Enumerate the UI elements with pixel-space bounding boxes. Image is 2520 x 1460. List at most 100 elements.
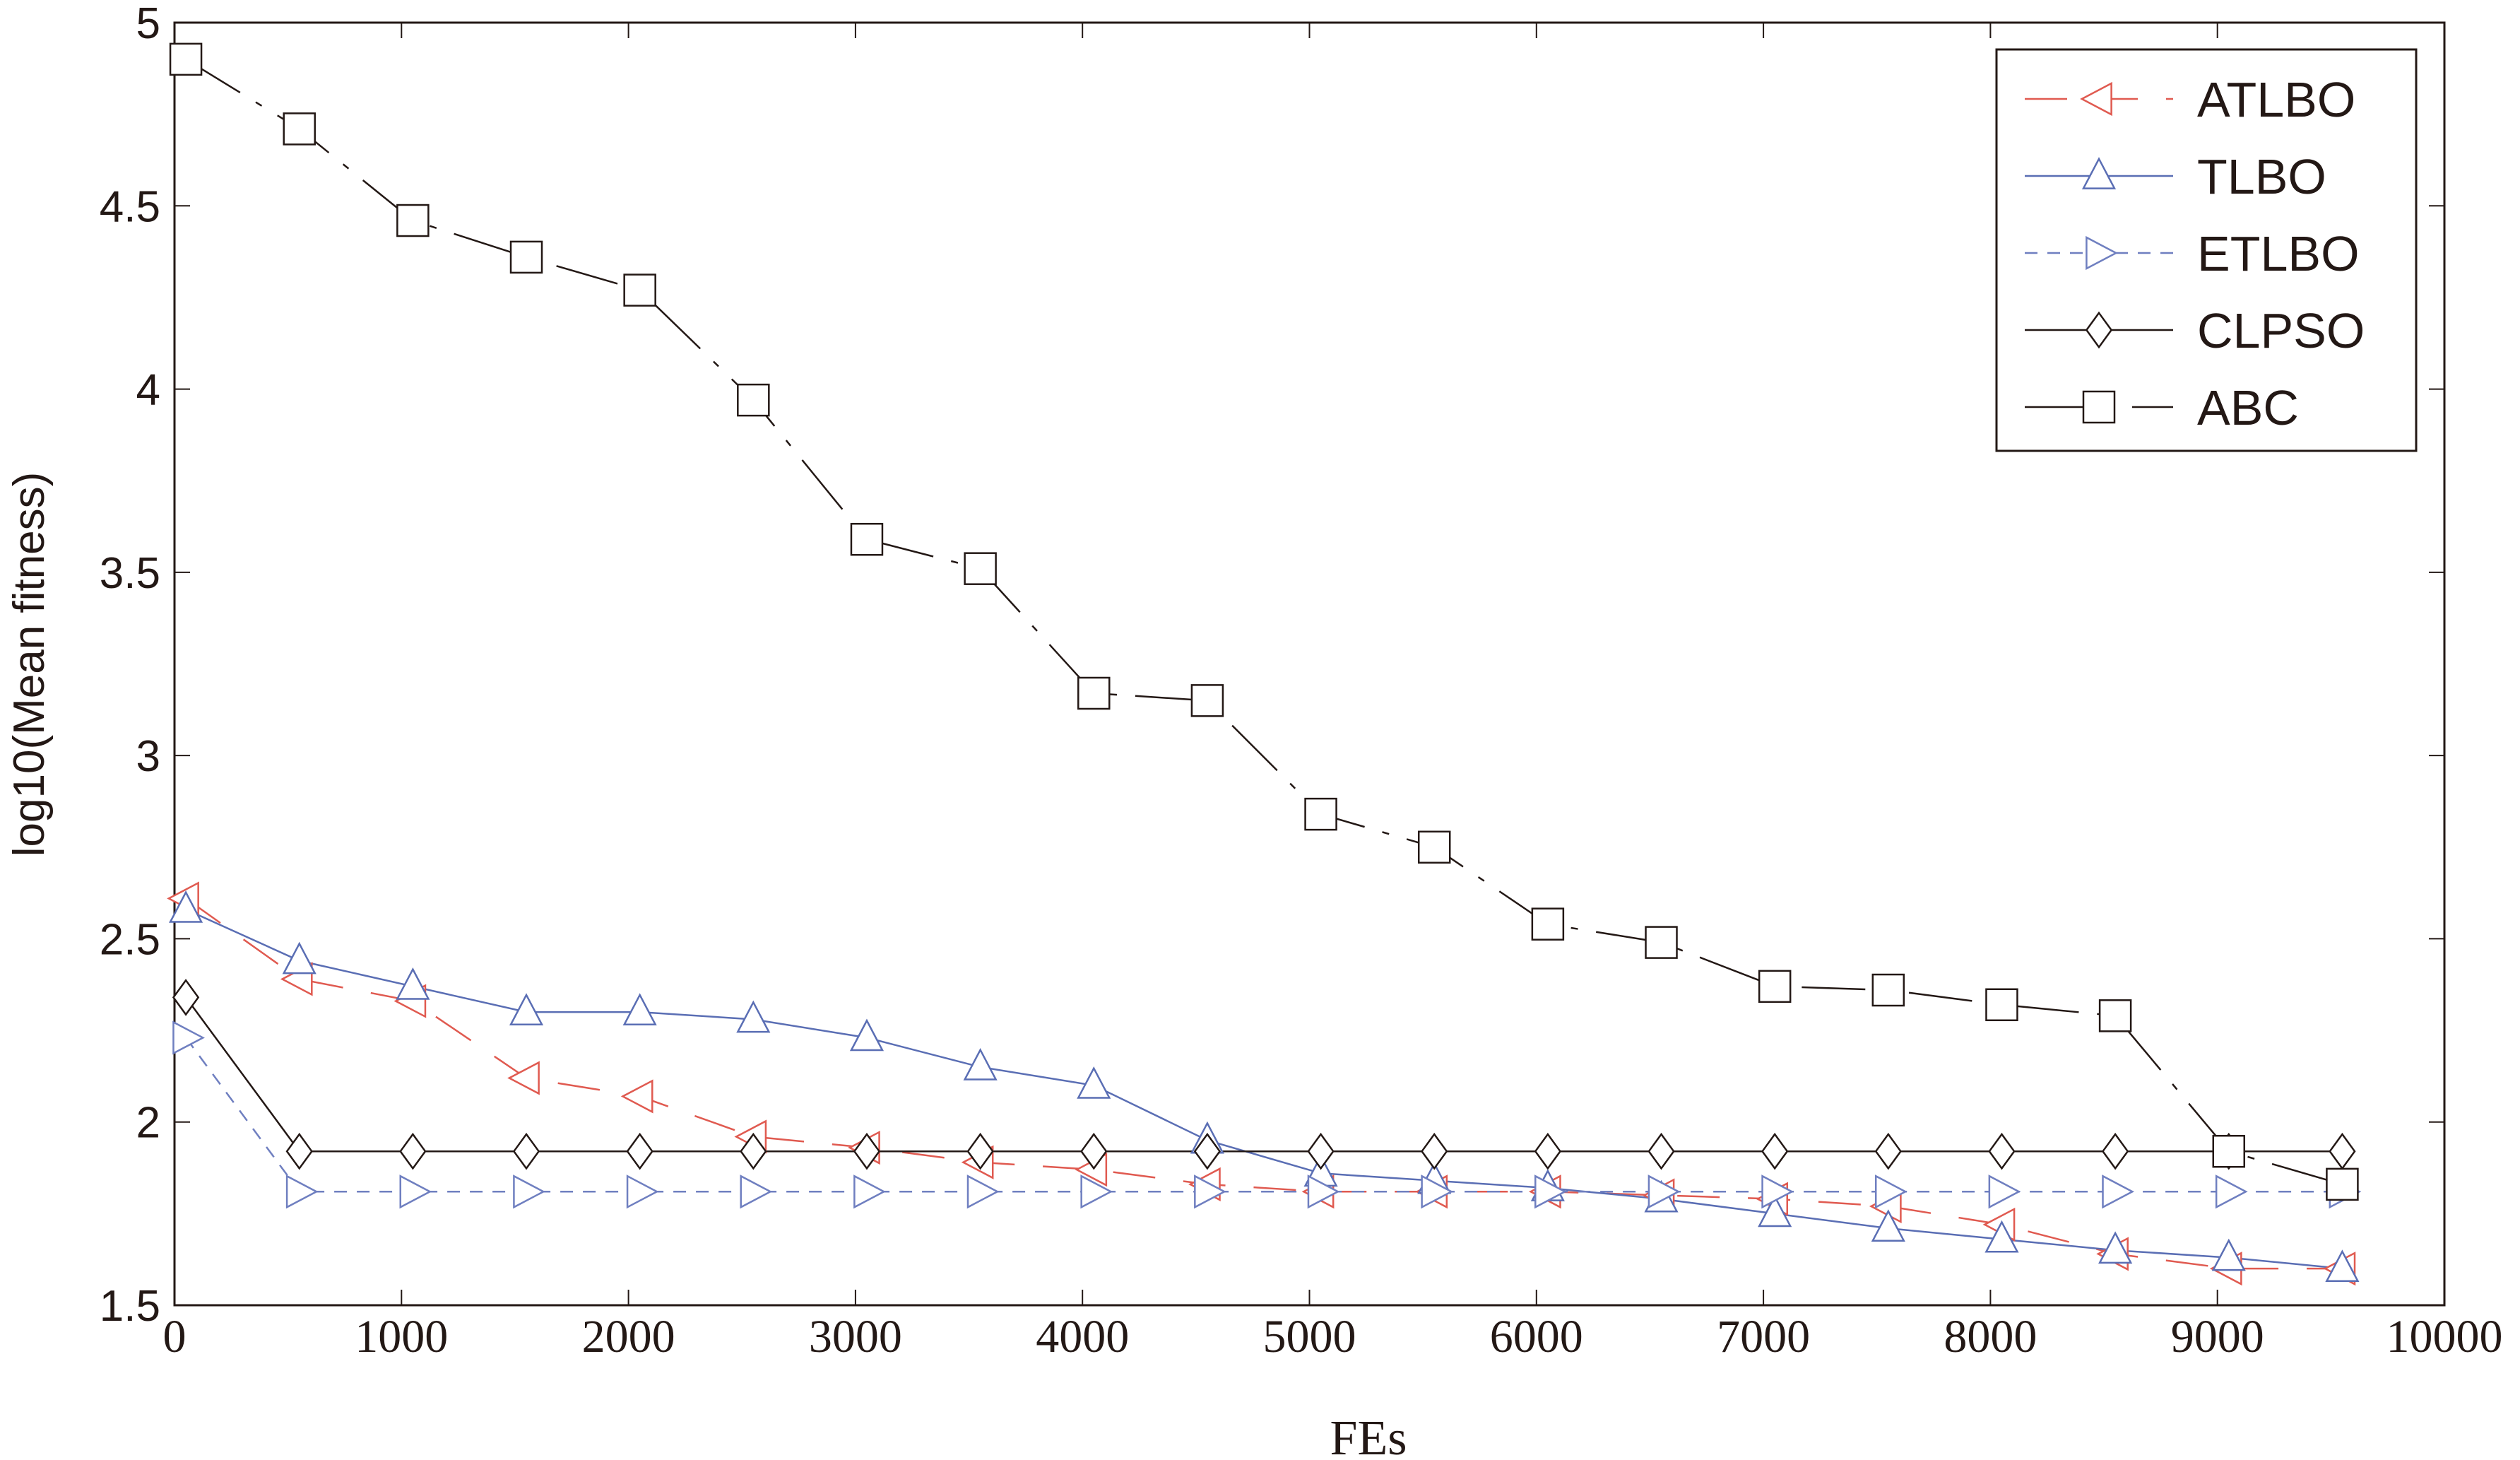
point-tlbo <box>2211 1238 2246 1271</box>
point-clpso <box>853 1132 881 1170</box>
point-clpso <box>512 1132 540 1170</box>
point-tlbo <box>2098 1231 2133 1264</box>
series-markers <box>167 42 2362 1286</box>
point-etlbo <box>966 1175 1000 1209</box>
y-tick-label: 4.5 <box>100 182 160 231</box>
point-clpso <box>740 1132 767 1170</box>
y-tick-label: 4 <box>136 366 160 415</box>
point-abc <box>2098 999 2132 1032</box>
point-tlbo <box>849 1018 885 1052</box>
point-etlbo <box>1534 1175 1567 1209</box>
y-tick-labels: 1.5 2 2.5 3 3.5 4 4.5 5 <box>100 0 160 1331</box>
point-abc <box>2326 1167 2359 1201</box>
x-axis-label: FEs <box>1330 1411 1407 1460</box>
point-abc <box>623 273 656 307</box>
point-etlbo <box>285 1175 319 1209</box>
point-abc <box>737 383 770 417</box>
y-tick-label: 2 <box>136 1099 160 1148</box>
point-tlbo <box>168 890 203 923</box>
point-etlbo <box>513 1175 545 1209</box>
point-abc <box>850 522 884 556</box>
point-clpso <box>1988 1132 2016 1170</box>
point-tlbo <box>1984 1220 2019 1253</box>
x-tick-label: 7000 <box>1717 1311 1810 1362</box>
point-etlbo <box>626 1175 659 1209</box>
point-tlbo <box>1077 1066 1111 1099</box>
point-tlbo <box>1871 1209 1905 1242</box>
point-clpso <box>285 1132 313 1170</box>
point-tlbo <box>282 941 317 975</box>
point-abc <box>1758 970 1792 1003</box>
x-tick-label: 1000 <box>355 1311 448 1362</box>
point-abc <box>1077 676 1111 710</box>
legend: ATLBO TLBO ETLBO CLPSO ABC <box>1995 48 2418 452</box>
series-line-tlbo <box>185 908 2343 1270</box>
x-tick-label: 4000 <box>1036 1311 1129 1362</box>
point-etlbo <box>740 1175 773 1209</box>
point-tlbo <box>622 993 657 1025</box>
x-tick-label: 3000 <box>809 1311 902 1362</box>
point-tlbo <box>736 1000 771 1033</box>
point-abc <box>509 240 543 274</box>
point-clpso <box>1080 1132 1108 1170</box>
point-tlbo <box>963 1048 998 1081</box>
legend-label-clpso: CLPSO <box>2197 303 2365 358</box>
point-abc <box>283 112 316 146</box>
x-tick-label: 6000 <box>1490 1311 1583 1362</box>
x-tick-label: 8000 <box>1944 1311 2037 1362</box>
y-axis-label: log10(Mean fitness) <box>5 472 54 857</box>
x-tick-label: 5000 <box>1263 1311 1356 1362</box>
point-etlbo <box>399 1175 432 1209</box>
point-atlbo <box>507 1061 540 1095</box>
point-clpso <box>966 1132 994 1170</box>
y-tick-label: 5 <box>136 0 160 48</box>
x-tick-label: 0 <box>163 1311 187 1362</box>
point-abc <box>396 204 430 237</box>
legend-label-atlbo: ATLBO <box>2197 72 2355 127</box>
point-etlbo <box>853 1175 886 1209</box>
series-line-atlbo <box>185 897 2343 1270</box>
point-etlbo <box>1988 1175 2021 1209</box>
point-etlbo <box>1648 1175 1681 1209</box>
point-abc <box>2212 1134 2246 1168</box>
legend-marker-clpso <box>2085 311 2113 349</box>
point-clpso <box>172 979 200 1016</box>
point-abc <box>1304 797 1337 831</box>
point-clpso <box>2101 1132 2129 1170</box>
point-abc <box>1645 926 1678 959</box>
y-tick-label: 3.5 <box>100 549 160 598</box>
point-clpso <box>1421 1132 1448 1170</box>
point-etlbo <box>2102 1175 2134 1209</box>
y-tick-label: 2.5 <box>100 915 160 964</box>
x-tick-labels: 0 1000 2000 3000 4000 5000 6000 7000 8000 9000 100… <box>163 1311 2503 1362</box>
point-clpso <box>1648 1132 1675 1170</box>
point-etlbo <box>1761 1175 1794 1209</box>
point-etlbo <box>172 1020 205 1055</box>
x-tick-label: 10000 <box>2386 1311 2503 1362</box>
point-abc <box>1531 907 1565 941</box>
legend-box <box>1995 48 2418 452</box>
point-tlbo <box>2325 1249 2360 1282</box>
point-clpso <box>1761 1132 1789 1170</box>
series-line-abc <box>185 58 2343 1186</box>
point-abc <box>169 42 203 76</box>
point-etlbo <box>1080 1175 1113 1209</box>
point-etlbo <box>1874 1175 1907 1209</box>
point-abc <box>1417 830 1451 864</box>
point-clpso <box>1534 1132 1562 1170</box>
x-tick-label: 9000 <box>2171 1311 2264 1362</box>
point-clpso <box>1874 1132 1902 1170</box>
y-tick-label: 1.5 <box>100 1282 160 1331</box>
point-etlbo <box>1307 1175 1340 1209</box>
legend-marker-atlbo <box>2080 81 2112 117</box>
legend-label-abc: ABC <box>2197 380 2299 435</box>
point-clpso <box>626 1132 653 1170</box>
series-line-clpso <box>185 996 2343 1153</box>
point-abc <box>1871 973 1905 1007</box>
point-etlbo <box>1194 1175 1226 1209</box>
legend-marker-tlbo <box>2081 157 2117 189</box>
point-tlbo <box>1758 1194 1792 1228</box>
point-tlbo <box>396 967 430 1000</box>
point-clpso <box>2329 1132 2356 1170</box>
